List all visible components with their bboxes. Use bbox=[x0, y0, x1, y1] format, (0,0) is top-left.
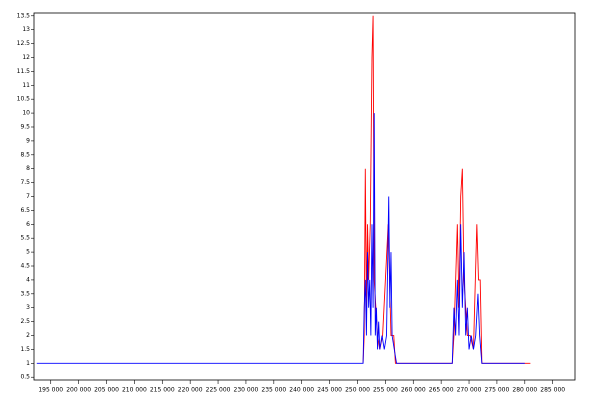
x-tick-label: 270 000 bbox=[457, 387, 482, 394]
x-tick-label: 220 000 bbox=[178, 387, 203, 394]
x-tick-label: 245 000 bbox=[317, 387, 342, 394]
x-tick-label: 200 000 bbox=[66, 387, 91, 394]
x-tick-label: 225 000 bbox=[206, 387, 231, 394]
y-tick-label: 12.5 bbox=[17, 40, 31, 47]
x-tick-label: 230 000 bbox=[234, 387, 259, 394]
x-tick-label: 195 000 bbox=[38, 387, 63, 394]
x-tick-label: 240 000 bbox=[289, 387, 314, 394]
x-tick-label: 260 000 bbox=[401, 387, 426, 394]
x-tick-label: 285 000 bbox=[540, 387, 565, 394]
y-tick-label: 1 bbox=[26, 360, 30, 367]
y-tick-label: 12 bbox=[22, 54, 30, 61]
x-tick-label: 275 000 bbox=[485, 387, 510, 394]
x-tick-label: 255 000 bbox=[373, 387, 398, 394]
y-tick-label: 11 bbox=[22, 82, 30, 89]
x-tick-label: 265 000 bbox=[429, 387, 454, 394]
y-tick-label: 5.5 bbox=[20, 235, 30, 242]
y-tick-label: 4.5 bbox=[20, 263, 30, 270]
x-tick-label: 205 000 bbox=[94, 387, 119, 394]
x-tick-label: 280 000 bbox=[512, 387, 537, 394]
y-tick-label: 2 bbox=[26, 332, 30, 339]
y-tick-label: 10.5 bbox=[17, 96, 31, 103]
plot-frame bbox=[33, 12, 576, 381]
y-tick-label: 2.5 bbox=[20, 318, 30, 325]
series-line bbox=[36, 113, 525, 364]
y-tick-label: 13 bbox=[22, 26, 30, 33]
y-tick-label: 9.5 bbox=[20, 123, 30, 130]
y-tick-label: 5 bbox=[26, 249, 30, 256]
y-tick-label: 6 bbox=[26, 221, 30, 228]
y-tick-label: 1.5 bbox=[20, 346, 30, 353]
y-tick-label: 8.5 bbox=[20, 151, 30, 158]
y-tick-label: 7.5 bbox=[20, 179, 30, 186]
x-tick-label: 250 000 bbox=[345, 387, 370, 394]
series-line bbox=[362, 15, 531, 364]
y-tick-label: 4 bbox=[26, 276, 30, 283]
y-tick-label: 8 bbox=[26, 165, 30, 172]
y-tick-label: 7 bbox=[26, 193, 30, 200]
x-tick-label: 210 000 bbox=[122, 387, 147, 394]
y-tick-label: 0.5 bbox=[20, 374, 30, 381]
y-tick-label: 9 bbox=[26, 137, 30, 144]
y-tick-label: 10 bbox=[22, 110, 30, 117]
y-tick-label: 13.5 bbox=[17, 12, 31, 19]
y-tick-label: 11.5 bbox=[17, 68, 31, 75]
x-tick-label: 215 000 bbox=[150, 387, 175, 394]
y-tick-label: 6.5 bbox=[20, 207, 30, 214]
x-tick-label: 235 000 bbox=[261, 387, 286, 394]
y-tick-label: 3 bbox=[26, 304, 30, 311]
y-tick-label: 3.5 bbox=[20, 290, 30, 297]
